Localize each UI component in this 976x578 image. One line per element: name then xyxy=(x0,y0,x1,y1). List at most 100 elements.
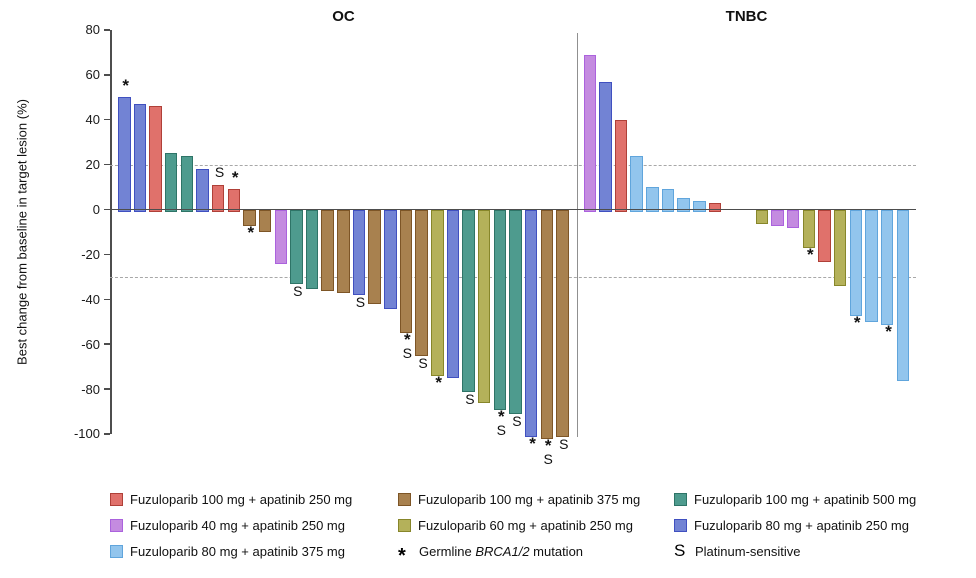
y-tick xyxy=(104,298,110,300)
legend-label: Fuzuloparib 60 mg + apatinib 250 mg xyxy=(418,517,633,533)
bar xyxy=(211,184,225,213)
germline-brca-marker: * xyxy=(529,433,536,453)
bar xyxy=(802,209,816,249)
blue-swatch-icon xyxy=(674,518,687,532)
platinum-sensitive-marker: S xyxy=(559,435,569,452)
bar xyxy=(833,209,847,287)
bar xyxy=(274,209,287,264)
y-axis-line xyxy=(110,30,112,434)
bar xyxy=(614,119,628,213)
y-tick-label: 60 xyxy=(85,67,100,83)
bar xyxy=(258,209,272,233)
red-swatch-icon xyxy=(110,492,123,506)
legend-label: Fuzuloparib 40 mg + apatinib 250 mg xyxy=(130,517,345,533)
legend-label: Fuzuloparib 80 mg + apatinib 375 mg xyxy=(130,543,345,559)
platinum-sensitive-marker: S xyxy=(674,541,686,560)
bar xyxy=(708,202,722,213)
germline-brca-marker: * xyxy=(435,373,442,393)
platinum-sensitive-marker: S xyxy=(465,390,475,407)
y-tick xyxy=(104,433,110,435)
bar xyxy=(646,187,659,213)
legend-label: Fuzuloparib 80 mg + apatinib 250 mg xyxy=(694,517,909,533)
legend-item: Fuzuloparib 100 mg + apatinib 250 mg xyxy=(110,491,352,507)
germline-brca-marker: * xyxy=(398,545,406,567)
y-tick-label: -20 xyxy=(81,246,100,262)
legend-item: Fuzuloparib 100 mg + apatinib 500 mg xyxy=(674,491,916,507)
bar xyxy=(524,209,538,437)
bar xyxy=(771,209,784,226)
y-tick xyxy=(104,163,110,166)
bar xyxy=(446,209,460,379)
bar xyxy=(180,155,194,213)
y-tick xyxy=(104,388,110,390)
teal-swatch-icon xyxy=(674,492,687,506)
bar xyxy=(693,200,706,213)
bar xyxy=(196,169,209,213)
bar xyxy=(599,81,612,213)
bar xyxy=(556,209,569,437)
germline-brca-marker: * xyxy=(853,312,861,332)
bar xyxy=(415,209,428,356)
germline-brca-marker: * xyxy=(247,222,255,242)
platinum-sensitive-marker: S xyxy=(512,413,522,430)
y-axis-title: Best change from baseline in target lesi… xyxy=(14,99,30,365)
reference-line xyxy=(110,164,916,166)
legend-label: Fuzuloparib 100 mg + apatinib 500 mg xyxy=(694,491,917,507)
bar xyxy=(818,209,831,262)
y-tick-label: -80 xyxy=(81,381,100,397)
legend-item: Fuzuloparib 80 mg + apatinib 250 mg xyxy=(674,517,909,533)
y-tick-label: 80 xyxy=(85,22,100,38)
platinum-sensitive-marker: S xyxy=(496,421,506,438)
bar xyxy=(865,209,878,323)
bar xyxy=(630,155,643,213)
bar xyxy=(755,209,769,224)
y-tick xyxy=(104,118,110,121)
germline-brca-marker: * xyxy=(544,435,552,455)
group-title: OC xyxy=(332,8,355,25)
bar xyxy=(431,209,444,377)
germline-brca-marker: * xyxy=(231,168,239,188)
y-tick xyxy=(104,343,110,345)
bar xyxy=(849,209,863,316)
legend-item: S Platinum-sensitive xyxy=(674,541,801,560)
platinum-sensitive-marker: S xyxy=(418,354,428,371)
bar xyxy=(462,209,475,392)
bar xyxy=(305,209,319,289)
legend-item: * Germline BRCA1/2 mutation xyxy=(398,543,583,567)
germline-brca-marker: * xyxy=(404,330,411,350)
y-tick xyxy=(104,29,110,31)
bar xyxy=(583,54,596,213)
y-tick-label: -100 xyxy=(73,426,100,442)
olive-swatch-icon xyxy=(398,518,411,532)
group-title: TNBC xyxy=(725,8,768,25)
bar xyxy=(896,209,909,381)
y-tick-label: 40 xyxy=(85,112,100,128)
y-tick-label: -40 xyxy=(81,291,100,307)
y-tick-label: 20 xyxy=(85,157,100,173)
legend-label-text: Germline xyxy=(419,543,476,559)
orchid-swatch-icon xyxy=(110,518,123,532)
legend-label-text: mutation xyxy=(529,543,584,559)
bar xyxy=(477,209,491,404)
legend-label: Platinum-sensitive xyxy=(695,543,801,559)
y-tick xyxy=(104,74,110,76)
bar xyxy=(368,209,381,305)
platinum-sensitive-marker: S xyxy=(402,345,413,362)
legend-label: Fuzuloparib 100 mg + apatinib 375 mg xyxy=(418,491,641,507)
y-tick xyxy=(104,253,110,256)
bar xyxy=(227,189,241,213)
germline-brca-marker: * xyxy=(885,321,892,341)
bar xyxy=(399,209,413,334)
bar xyxy=(164,153,178,213)
y-tick xyxy=(104,208,110,211)
legend-item: Fuzuloparib 40 mg + apatinib 250 mg xyxy=(110,517,345,533)
platinum-sensitive-marker: S xyxy=(214,163,225,180)
y-tick-label: 0 xyxy=(92,202,100,217)
bar xyxy=(290,209,303,285)
bar xyxy=(133,104,147,213)
legend-label: Germline BRCA1/2 mutation xyxy=(419,544,583,559)
bar xyxy=(661,189,675,213)
bar xyxy=(118,97,131,213)
legend-label: Fuzuloparib 100 mg + apatinib 250 mg xyxy=(130,491,353,507)
